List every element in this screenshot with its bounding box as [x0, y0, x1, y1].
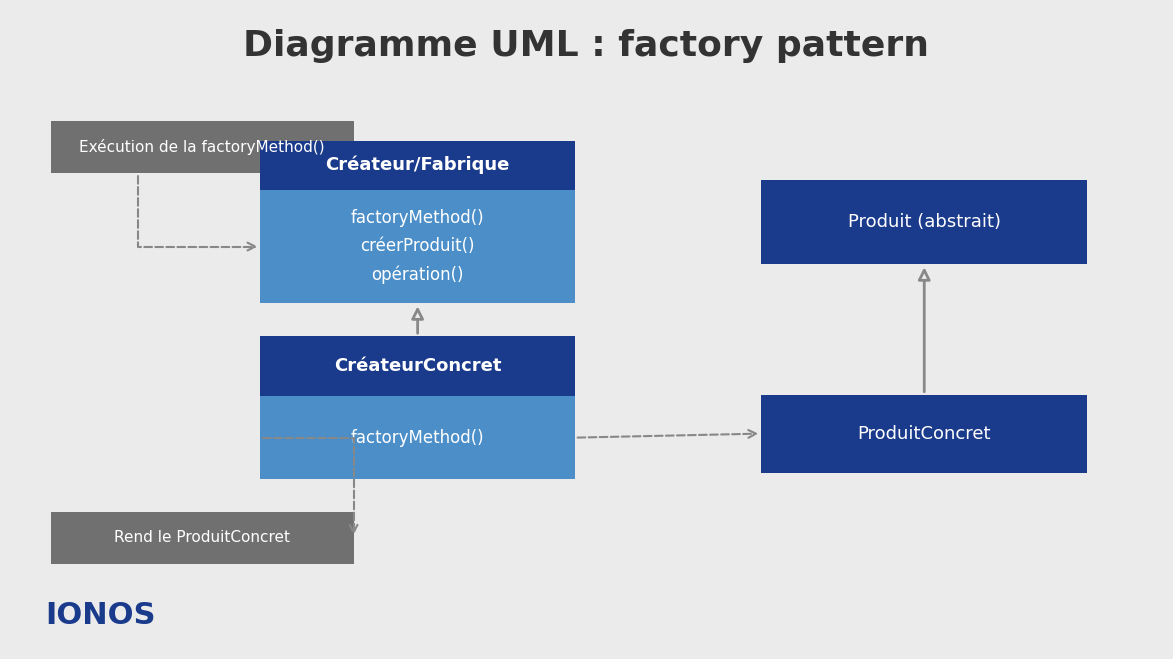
Text: Diagramme UML : factory pattern: Diagramme UML : factory pattern [244, 30, 929, 63]
FancyBboxPatch shape [260, 141, 575, 190]
Text: IONOS: IONOS [45, 601, 156, 630]
FancyBboxPatch shape [260, 190, 575, 304]
FancyBboxPatch shape [761, 395, 1087, 473]
FancyBboxPatch shape [260, 396, 575, 479]
Text: Rend le ProduitConcret: Rend le ProduitConcret [114, 530, 290, 545]
Text: Produit (abstrait): Produit (abstrait) [848, 213, 1001, 231]
Text: factoryMethod(): factoryMethod() [351, 428, 484, 447]
Text: CréateurConcret: CréateurConcret [334, 357, 501, 375]
Text: factoryMethod()
créerProduit()
opération(): factoryMethod() créerProduit() opération… [351, 210, 484, 284]
Text: Exécution de la factoryMethod(): Exécution de la factoryMethod() [80, 139, 325, 156]
FancyBboxPatch shape [761, 180, 1087, 264]
Text: ProduitConcret: ProduitConcret [857, 424, 991, 443]
FancyBboxPatch shape [50, 511, 353, 563]
FancyBboxPatch shape [260, 336, 575, 396]
FancyBboxPatch shape [50, 121, 353, 173]
Text: Créateur/Fabrique: Créateur/Fabrique [325, 156, 510, 175]
